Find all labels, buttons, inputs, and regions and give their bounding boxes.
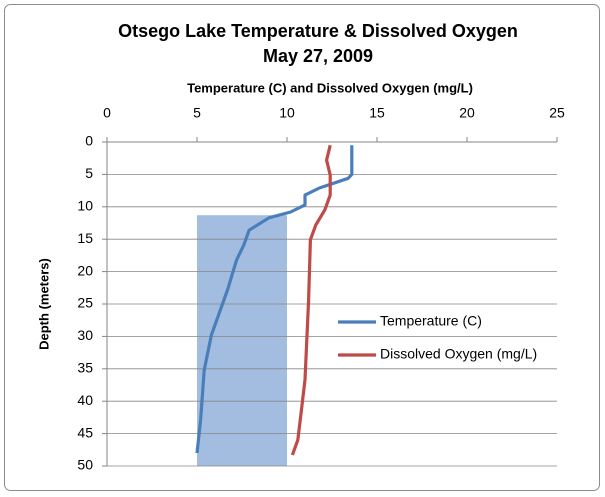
y-tick-label: 10: [77, 198, 93, 214]
data-line: [195, 145, 354, 454]
y-tick-label: 25: [77, 295, 93, 311]
chart-title: Otsego Lake Temperature & Dissolved Oxyg…: [118, 21, 518, 41]
x-tick-label: 5: [193, 105, 201, 121]
x-tick-label: 20: [459, 105, 475, 121]
y-tick-label: 20: [77, 262, 93, 278]
y-tick-label: 30: [77, 327, 93, 343]
y-tick-label: 50: [77, 457, 93, 473]
legend-label: Dissolved Oxygen (mg/L): [380, 346, 537, 362]
y-tick-label: 45: [77, 424, 93, 440]
legend-label: Temperature (C): [380, 313, 482, 329]
y-tick-label: 35: [77, 360, 93, 376]
x-tick-label: 25: [549, 105, 565, 121]
y-tick-label: 15: [77, 230, 93, 246]
data-line: [290, 144, 332, 456]
y-tick-label: 40: [77, 392, 93, 408]
y-tick-label: 0: [85, 133, 93, 149]
y-tick-label: 5: [85, 165, 93, 181]
x-tick-label: 10: [279, 105, 295, 121]
highlight-band: [197, 215, 287, 466]
x-tick-label: 15: [369, 105, 385, 121]
chart-subtitle: May 27, 2009: [263, 46, 373, 66]
y-axis-title: Depth (meters): [36, 258, 51, 350]
x-tick-label: 0: [103, 105, 111, 121]
x-axis-title: Temperature (C) and Dissolved Oxygen (mg…: [187, 80, 473, 95]
